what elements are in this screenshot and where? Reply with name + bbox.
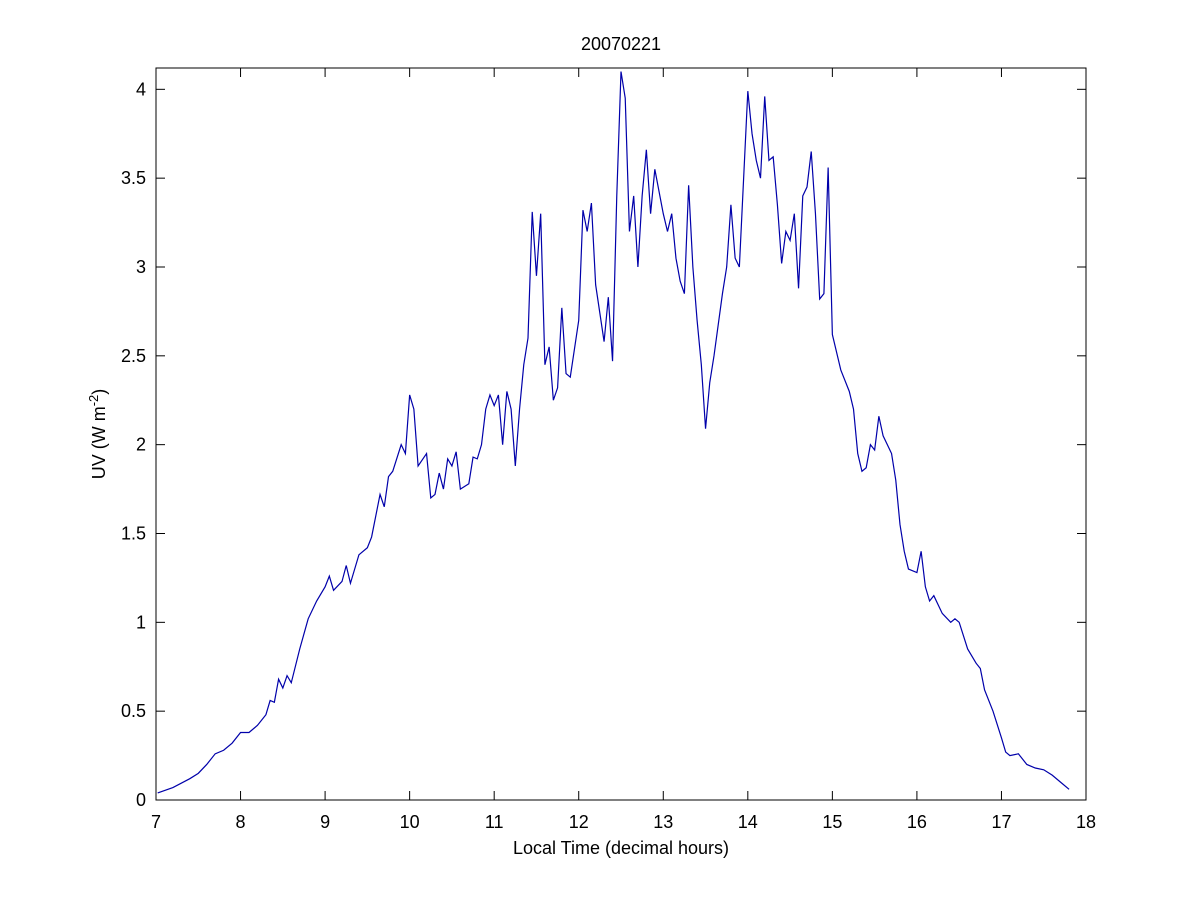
x-tick-label: 8 xyxy=(236,812,246,832)
x-tick-label: 18 xyxy=(1076,812,1096,832)
x-tick-label: 14 xyxy=(738,812,758,832)
x-tick-label: 13 xyxy=(653,812,673,832)
y-tick-label: 4 xyxy=(136,79,146,99)
x-tick-label: 15 xyxy=(822,812,842,832)
y-axis-label: UV (W m-2) xyxy=(86,389,110,480)
y-tick-label: 0 xyxy=(136,790,146,810)
x-tick-label: 11 xyxy=(485,812,504,832)
data-line xyxy=(157,71,1070,794)
x-tick-label: 16 xyxy=(907,812,927,832)
y-tick-label: 3 xyxy=(136,257,146,277)
x-tick-label: 9 xyxy=(320,812,330,832)
y-tick-label: 3.5 xyxy=(121,168,146,188)
y-tick-label: 0.5 xyxy=(121,701,146,721)
y-axis-label-suffix: ) xyxy=(89,389,109,395)
x-axis-label: Local Time (decimal hours) xyxy=(513,838,729,858)
plot-frame xyxy=(155,67,1087,801)
x-tick-label: 7 xyxy=(151,812,161,832)
y-tick-label: 1 xyxy=(136,612,146,632)
y-tick-label: 2.5 xyxy=(121,346,146,366)
chart-title: 20070221 xyxy=(581,34,661,54)
y-axis-label-superscript: -2 xyxy=(86,395,101,407)
y-axis-label-text: UV (W m xyxy=(89,406,109,479)
x-tick-label: 17 xyxy=(991,812,1011,832)
y-tick-label: 2 xyxy=(136,435,146,455)
y-tick-label: 1.5 xyxy=(121,523,146,543)
x-tick-label: 12 xyxy=(569,812,589,832)
x-tick-label: 10 xyxy=(400,812,420,832)
